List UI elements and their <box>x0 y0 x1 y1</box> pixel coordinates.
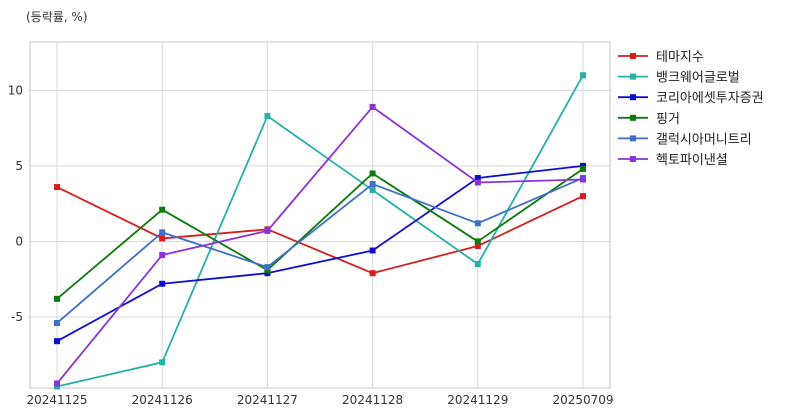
data-point <box>369 170 376 177</box>
y-tick-label: -5 <box>11 310 23 324</box>
legend-swatch-marker <box>630 135 636 142</box>
data-point <box>474 238 481 245</box>
legend-swatch-marker <box>630 73 636 80</box>
data-point <box>54 295 60 302</box>
data-point <box>264 267 271 274</box>
data-point <box>580 72 586 79</box>
data-point <box>54 380 60 387</box>
data-point <box>54 338 60 345</box>
legend-label: 갤럭시아머니트리 <box>656 132 752 147</box>
data-point <box>159 359 166 366</box>
data-point <box>159 252 166 259</box>
series-line <box>56 106 584 385</box>
data-point <box>474 261 481 268</box>
y-tick-label: 5 <box>15 159 23 173</box>
legend-label: 헥토파이낸셜 <box>656 153 728 168</box>
y-tick-label: 0 <box>15 234 23 248</box>
x-tick-label: 20241128 <box>342 393 403 407</box>
legend-swatch-marker <box>630 53 636 59</box>
series-line <box>56 165 584 342</box>
x-tick-label: 20241126 <box>132 393 193 407</box>
plot-area <box>29 41 611 389</box>
y-unit-label: (등락률, %) <box>26 10 88 24</box>
data-point <box>264 227 271 234</box>
data-point <box>264 113 271 120</box>
legend-label: 뱅크웨어글로벌 <box>656 71 740 86</box>
legend-swatch-marker <box>630 94 636 101</box>
data-point <box>54 320 60 327</box>
x-tick-label: 20241125 <box>26 393 87 407</box>
legend-label: 핑거 <box>656 112 680 127</box>
x-tick-label: 20241129 <box>447 393 508 407</box>
data-point <box>369 247 376 254</box>
data-point <box>580 165 586 172</box>
data-point <box>54 383 60 390</box>
series-line <box>56 186 584 275</box>
legend-swatch-marker <box>630 114 636 121</box>
x-tick-label: 20241127 <box>237 393 298 407</box>
data-point <box>369 187 376 194</box>
data-point <box>54 184 60 191</box>
y-tick-label: 10 <box>8 83 23 97</box>
data-point <box>369 181 376 188</box>
data-point <box>264 270 271 277</box>
data-point <box>369 103 376 110</box>
data-point <box>474 179 481 186</box>
x-tick-label: 20250709 <box>552 393 613 407</box>
data-point <box>159 235 166 242</box>
series-line <box>56 177 584 324</box>
legend-swatch-marker <box>630 156 636 162</box>
data-point <box>264 264 271 271</box>
legend-label: 코리아에셋투자증권 <box>656 91 764 106</box>
data-point <box>159 206 166 213</box>
legend-label: 테마지수 <box>656 50 704 65</box>
data-point <box>580 193 586 200</box>
data-point <box>159 280 166 287</box>
series-line <box>56 74 584 388</box>
data-point <box>474 174 481 181</box>
data-point <box>474 242 481 249</box>
series-line <box>56 168 584 300</box>
data-point <box>580 162 586 169</box>
data-point <box>159 229 166 236</box>
data-point <box>580 176 586 183</box>
data-point <box>369 270 376 277</box>
data-point <box>474 220 481 227</box>
